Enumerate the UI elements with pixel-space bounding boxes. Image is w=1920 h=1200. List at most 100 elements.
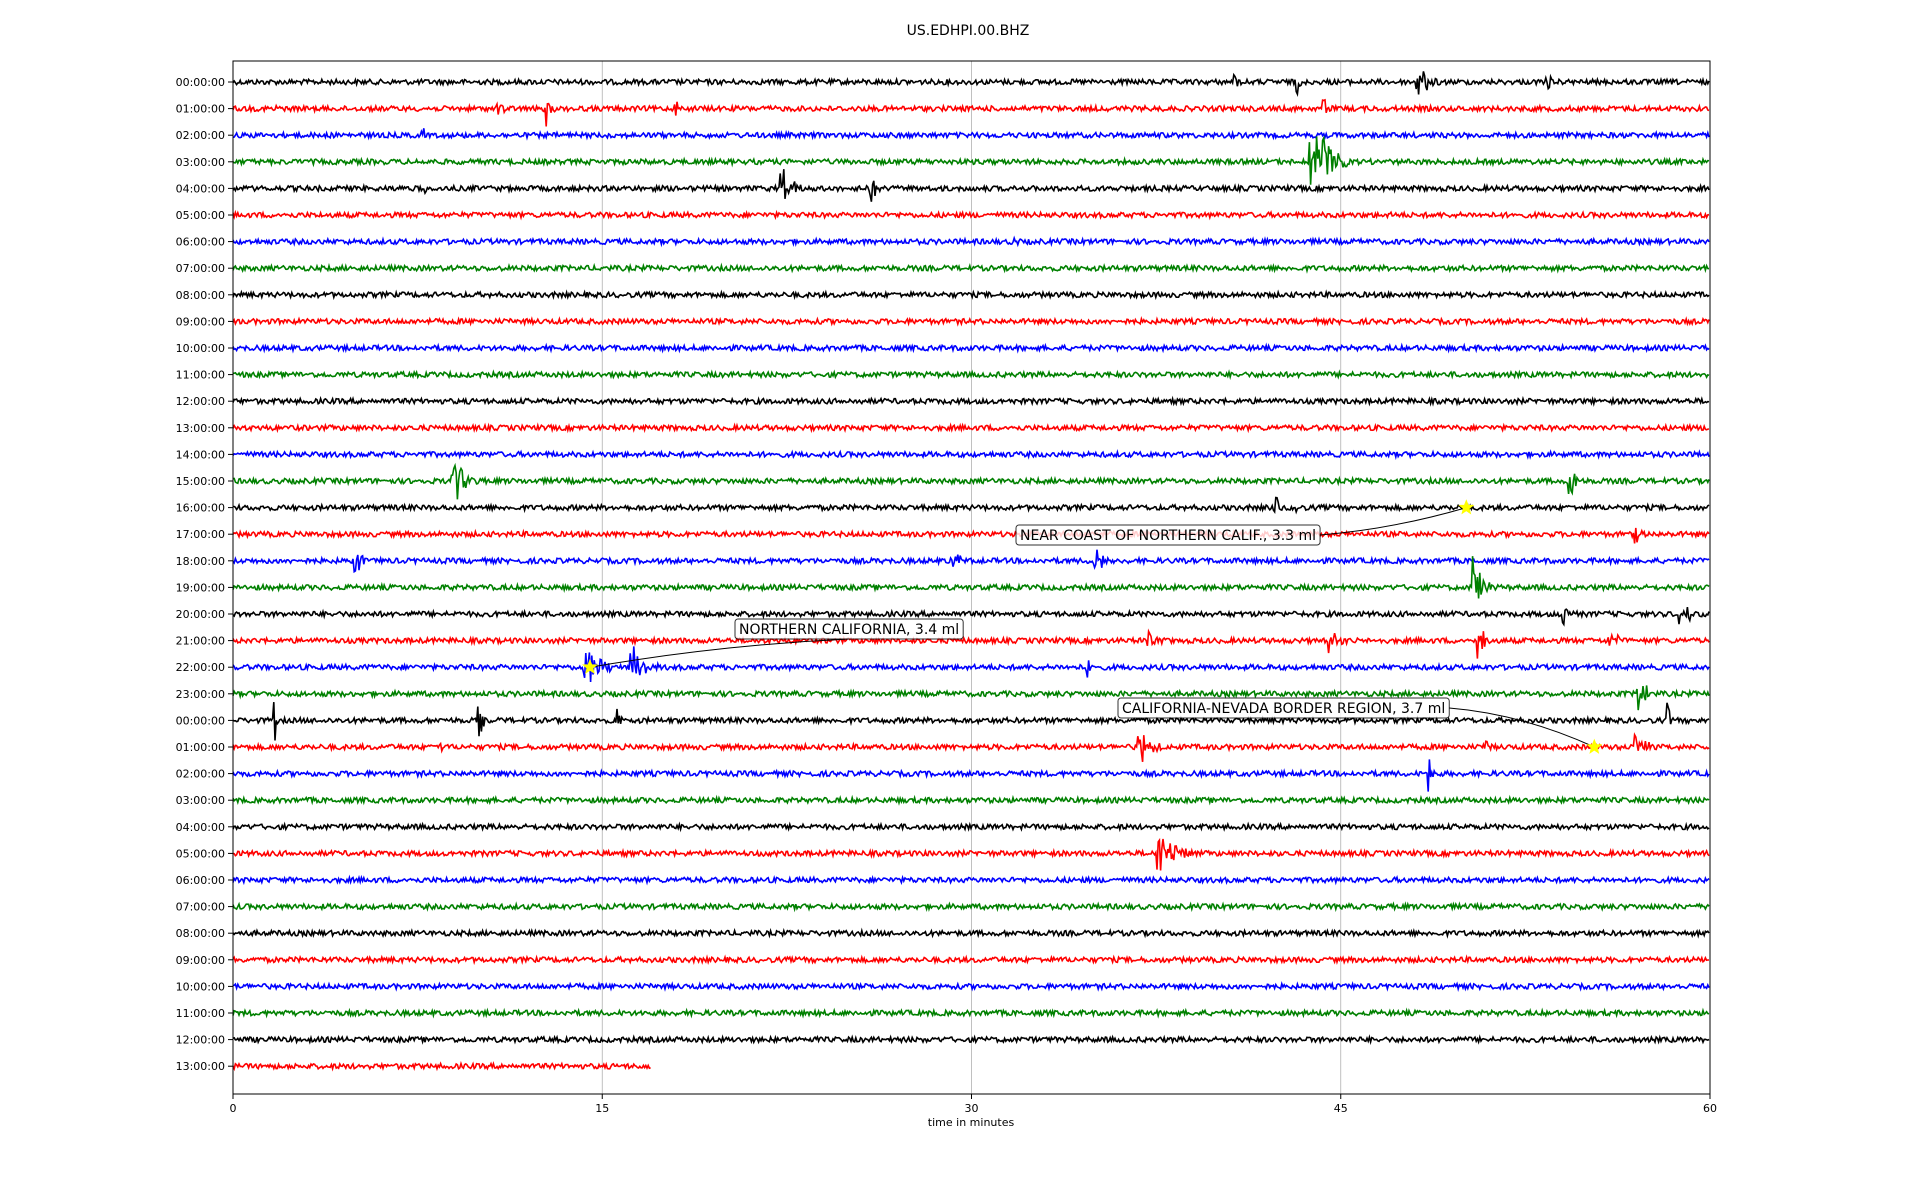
event-connector bbox=[589, 638, 850, 668]
event-label: CALIFORNIA-NEVADA BORDER REGION, 3.7 ml bbox=[1122, 701, 1445, 717]
event-star-marker bbox=[581, 658, 598, 675]
row-label: 18:00:00 bbox=[176, 555, 225, 568]
row-label: 08:00:00 bbox=[176, 927, 225, 940]
row-label: 07:00:00 bbox=[176, 901, 225, 914]
row-label: 16:00:00 bbox=[176, 502, 225, 515]
trace-row-8 bbox=[232, 289, 1710, 301]
trace-row-20 bbox=[232, 606, 1710, 627]
row-label: 06:00:00 bbox=[176, 236, 225, 249]
x-axis-label: time in minutes bbox=[928, 1116, 1015, 1129]
row-label: 00:00:00 bbox=[176, 714, 225, 727]
trace-row-30 bbox=[232, 874, 1710, 886]
row-labels: 00:00:00 01:00:00 02:00:00 03:00:00 04:00:00… bbox=[176, 76, 233, 1073]
trace-row-6 bbox=[232, 235, 1710, 248]
row-label: 10:00:00 bbox=[176, 342, 225, 355]
trace-row-9 bbox=[232, 316, 1710, 327]
row-label: 10:00:00 bbox=[176, 980, 225, 993]
row-label: 12:00:00 bbox=[176, 1034, 225, 1047]
trace-row-10 bbox=[232, 342, 1710, 354]
trace-row-17 bbox=[232, 527, 1710, 544]
event-label: NORTHERN CALIFORNIA, 3.4 ml bbox=[739, 622, 959, 638]
row-label: 04:00:00 bbox=[176, 821, 225, 834]
event-label-box bbox=[1117, 697, 1450, 719]
row-label: 14:00:00 bbox=[176, 448, 225, 461]
row-label: 13:00:00 bbox=[176, 422, 225, 435]
trace-row-22 bbox=[232, 646, 1710, 683]
row-label: 01:00:00 bbox=[176, 741, 225, 754]
trace-row-28 bbox=[232, 821, 1710, 833]
trace-row-5 bbox=[232, 209, 1710, 221]
row-label: 05:00:00 bbox=[176, 209, 225, 222]
grid-lines bbox=[601, 61, 1342, 1094]
event-annotation-0: NEAR COAST OF NORTHERN CALIF., 3.3 ml bbox=[1015, 499, 1475, 546]
row-label: 01:00:00 bbox=[176, 103, 225, 116]
row-label: 09:00:00 bbox=[176, 315, 225, 328]
trace-row-34 bbox=[232, 981, 1710, 992]
row-label: 23:00:00 bbox=[176, 688, 225, 701]
trace-row-4 bbox=[232, 169, 1710, 202]
x-axis-ticks: 0 15 30 45 60 bbox=[230, 1094, 1717, 1115]
event-annotations: NEAR COAST OF NORTHERN CALIF., 3.3 ml NOR… bbox=[581, 499, 1603, 754]
row-label: 20:00:00 bbox=[176, 608, 225, 621]
x-tick-label: 45 bbox=[1334, 1102, 1348, 1115]
trace-row-0 bbox=[232, 71, 1710, 98]
row-label: 11:00:00 bbox=[176, 1007, 225, 1020]
row-label: 22:00:00 bbox=[176, 661, 225, 674]
trace-row-33 bbox=[232, 954, 1709, 966]
trace-row-18 bbox=[232, 549, 1710, 574]
event-annotation-1: NORTHERN CALIFORNIA, 3.4 ml bbox=[581, 618, 964, 675]
trace-row-26 bbox=[232, 759, 1710, 792]
trace-row-2 bbox=[232, 128, 1710, 141]
trace-row-13 bbox=[232, 422, 1710, 434]
row-label: 19:00:00 bbox=[176, 581, 225, 594]
row-label: 06:00:00 bbox=[176, 874, 225, 887]
row-label: 15:00:00 bbox=[176, 475, 225, 488]
row-label: 03:00:00 bbox=[176, 156, 225, 169]
event-star-marker bbox=[1458, 499, 1475, 515]
trace-row-1 bbox=[232, 98, 1710, 127]
row-label: 17:00:00 bbox=[176, 528, 225, 541]
row-label: 08:00:00 bbox=[176, 289, 225, 302]
row-label: 21:00:00 bbox=[176, 635, 225, 648]
row-label: 04:00:00 bbox=[176, 182, 225, 195]
trace-row-21 bbox=[232, 628, 1710, 659]
row-label: 03:00:00 bbox=[176, 794, 225, 807]
trace-row-23 bbox=[232, 685, 1710, 711]
chart-title: US.EDHPI.00.BHZ bbox=[907, 23, 1030, 39]
trace-row-31 bbox=[232, 901, 1710, 913]
x-tick-label: 30 bbox=[965, 1102, 979, 1115]
trace-row-19 bbox=[232, 556, 1710, 599]
trace-row-36 bbox=[232, 1034, 1710, 1046]
trace-row-11 bbox=[232, 369, 1710, 381]
row-label: 02:00:00 bbox=[176, 129, 225, 142]
trace-row-14 bbox=[232, 449, 1710, 461]
row-label: 11:00:00 bbox=[176, 369, 225, 382]
event-label-box bbox=[734, 618, 964, 640]
trace-row-3 bbox=[232, 134, 1710, 185]
x-tick-label: 60 bbox=[1703, 1102, 1717, 1115]
trace-row-12 bbox=[232, 395, 1710, 407]
row-label: 13:00:00 bbox=[176, 1060, 225, 1073]
trace-row-25 bbox=[232, 732, 1710, 762]
event-connector bbox=[1449, 707, 1595, 748]
row-label: 02:00:00 bbox=[176, 768, 225, 781]
event-star-marker bbox=[1586, 738, 1603, 754]
trace-row-29 bbox=[232, 837, 1710, 871]
row-label: 00:00:00 bbox=[176, 76, 225, 89]
trace-row-7 bbox=[232, 262, 1710, 274]
x-tick-label: 15 bbox=[595, 1102, 609, 1115]
trace-row-24 bbox=[232, 702, 1710, 741]
trace-row-15 bbox=[232, 462, 1710, 500]
row-label: 07:00:00 bbox=[176, 262, 225, 275]
trace-row-35 bbox=[232, 1007, 1710, 1019]
trace-rows bbox=[232, 71, 1710, 1072]
row-label: 05:00:00 bbox=[176, 847, 225, 860]
row-label: 12:00:00 bbox=[176, 395, 225, 408]
trace-row-27 bbox=[232, 794, 1710, 806]
trace-row-32 bbox=[232, 927, 1710, 939]
event-annotation-2: CALIFORNIA-NEVADA BORDER REGION, 3.7 ml bbox=[1117, 697, 1603, 754]
event-connector bbox=[1320, 507, 1467, 536]
row-label: 09:00:00 bbox=[176, 954, 225, 967]
